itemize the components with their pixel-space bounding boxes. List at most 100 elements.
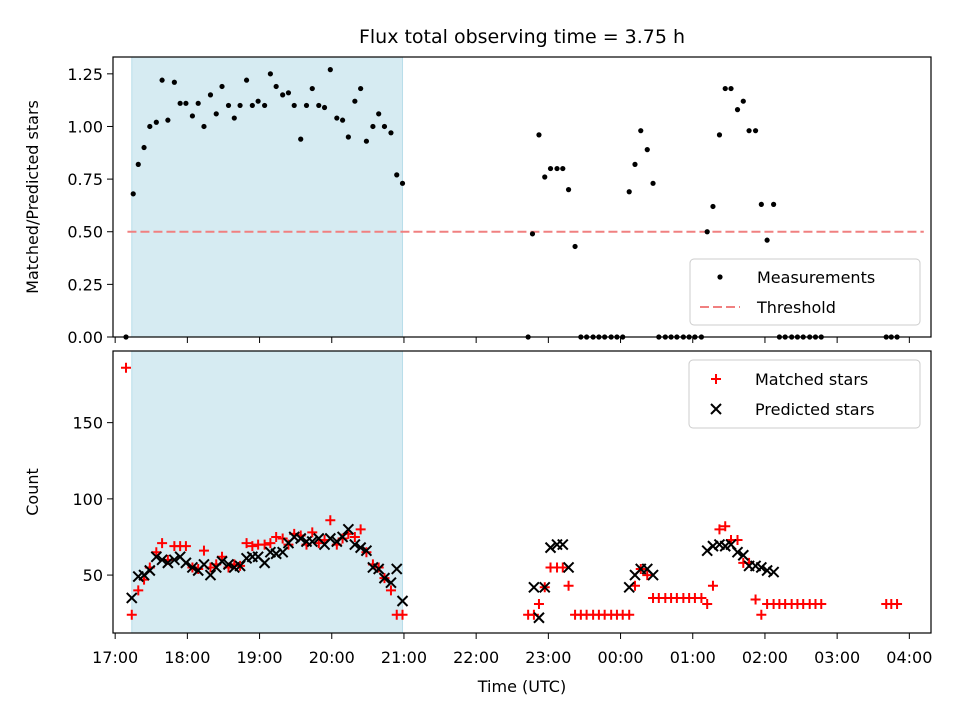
legend-label-matched: Matched stars: [755, 370, 868, 389]
measurement-point: [644, 147, 650, 153]
x-tick-label: 23:00: [525, 648, 571, 667]
x-tick-label: 02:00: [742, 648, 788, 667]
predicted-star-point: [156, 554, 168, 566]
measurement-point: [547, 165, 554, 172]
matched-star-point: [277, 533, 288, 544]
matched-star-point: [325, 515, 336, 526]
predicted-star-point: [276, 546, 289, 558]
matched-star-point: [120, 362, 131, 373]
measurement-point: [728, 85, 734, 92]
predicted-star-point: [528, 581, 540, 593]
measurement-point: [165, 117, 171, 123]
y-tick-label: 150: [72, 414, 103, 433]
measurement-point: [135, 161, 141, 167]
predicted-star-point: [295, 532, 307, 545]
measurement-point: [280, 92, 286, 98]
matched-star-point: [126, 609, 137, 620]
measurement-point: [219, 83, 225, 90]
x-tick-label: 01:00: [670, 648, 716, 667]
measurement-point: [183, 100, 189, 106]
predicted-star-point: [336, 531, 349, 543]
x-tick-label: 18:00: [164, 648, 210, 667]
measurement-point: [734, 107, 741, 113]
measurement-point: [370, 123, 376, 130]
matched-star-point: [702, 599, 713, 610]
matched-star-point: [533, 599, 544, 610]
measurement-point: [171, 79, 177, 85]
measurement-point: [722, 85, 728, 92]
measurement-point: [255, 98, 261, 104]
predicted-star-point: [557, 538, 569, 551]
measurement-point: [189, 113, 196, 119]
measurement-point: [334, 115, 340, 121]
legend-box: [689, 258, 921, 326]
predicted-star-point: [126, 592, 138, 604]
measurement-point: [399, 180, 406, 186]
y-tick-label: 0.25: [67, 275, 103, 294]
measurement-point: [650, 180, 656, 186]
matched-star-point: [259, 539, 270, 550]
measurement-point: [363, 138, 370, 144]
predicted-star-point: [180, 557, 192, 569]
predicted-star-point: [162, 557, 174, 569]
count-panel: 50 100 150 Count Matched stars Predicted star…: [23, 350, 932, 639]
y-tick-label: 1.00: [67, 117, 103, 136]
legend-label-predicted: Predicted stars: [755, 400, 875, 419]
predicted-star-point: [647, 569, 659, 581]
measurement-point: [752, 128, 759, 134]
predicted-star-point: [544, 541, 557, 554]
measurement-point: [309, 85, 315, 92]
predicted-star-point: [204, 569, 217, 581]
predicted-star-point: [737, 549, 749, 561]
legend-label-threshold: Threshold: [756, 298, 836, 317]
x-tick-label: 19:00: [237, 648, 283, 667]
measurement-point: [249, 102, 255, 109]
measurement-point: [298, 136, 304, 142]
matched-star-point: [816, 599, 827, 610]
matched-star-point: [557, 562, 568, 573]
measurement-point: [243, 77, 250, 83]
panel-frame: [112, 56, 932, 338]
matched-star-point: [198, 545, 209, 556]
legend-marker-matched: [711, 374, 721, 384]
matched-star-point: [355, 524, 366, 535]
predicted-star-point: [222, 558, 235, 571]
matched-star-point: [385, 585, 396, 596]
measurement-point: [536, 132, 542, 138]
matched-star-point: [265, 538, 276, 549]
observing-span-highlight: [131, 350, 404, 634]
measurement-point: [303, 102, 310, 109]
measurement-point: [638, 128, 644, 134]
x-axis-title: Time (UTC): [477, 677, 566, 696]
legend-box: [688, 359, 921, 429]
measurement-point: [554, 165, 560, 172]
measurement-point: [201, 123, 207, 130]
measurement-point: [529, 231, 536, 237]
measurement-point: [237, 102, 243, 109]
matched-star-point: [642, 570, 653, 581]
predicted-star-point: [562, 561, 575, 574]
predicted-star-point: [324, 532, 337, 545]
x-tick-label: 22:00: [453, 648, 499, 667]
matched-star-point: [707, 580, 718, 591]
matched-star-point: [133, 585, 144, 596]
ratio-panel: 0.00 0.25 0.50 0.75 1.00 1.25 Matched/Predicte…: [23, 56, 932, 347]
predicted-star-point: [198, 558, 210, 571]
predicted-star-point: [396, 595, 409, 607]
y-tick-label: 50: [83, 566, 103, 585]
predicted-star-point: [150, 551, 163, 563]
measurement-point: [394, 172, 400, 178]
predicted-star-point: [767, 566, 780, 578]
y-tick-label: 0.00: [67, 328, 103, 347]
matched-star-point: [180, 541, 191, 552]
predicted-star-point: [391, 563, 403, 575]
predicted-star-point: [258, 557, 271, 569]
measurement-point: [358, 85, 364, 92]
y-axis-title: Count: [23, 468, 42, 516]
measurement-point: [285, 90, 292, 96]
x-tick-label: 21:00: [381, 648, 427, 667]
measurement-point: [207, 92, 214, 98]
matched-star-point: [714, 524, 725, 535]
